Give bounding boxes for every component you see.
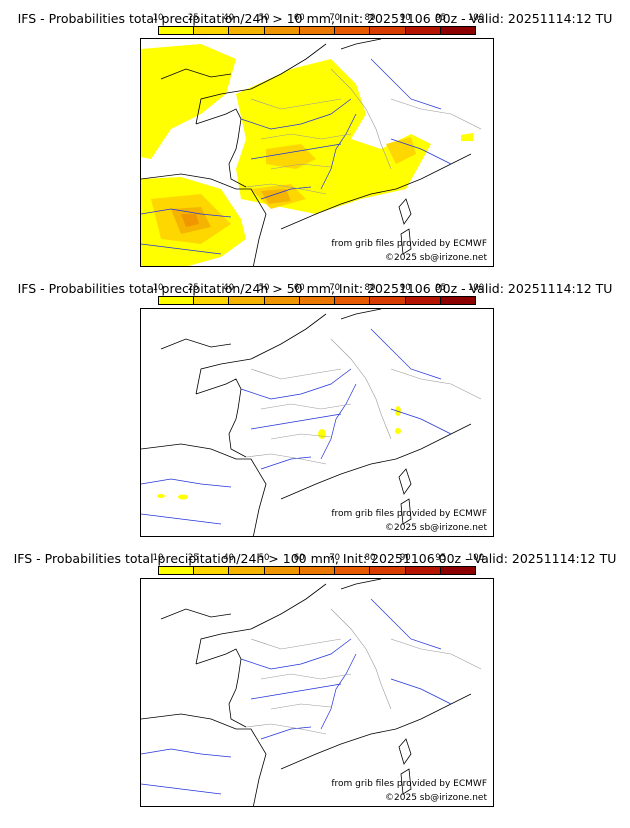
credit-source: from grib files provided by ECMWF	[331, 509, 487, 519]
colorbar-tick: 95	[435, 283, 447, 293]
colorbar-segment	[405, 297, 441, 304]
coastlines	[141, 579, 472, 806]
colorbar	[158, 566, 476, 575]
colorbar-tick: 10	[152, 13, 164, 23]
colorbar-segment	[370, 297, 406, 304]
colorbar-tick: 100	[467, 283, 485, 293]
colorbar-ticks: 10 25 40 50 60 70 80 90 95 100	[153, 283, 485, 295]
rivers	[141, 58, 452, 255]
colorbar-tick: 90	[399, 283, 411, 293]
colorbar-segment	[440, 27, 475, 34]
panel-title: IFS - Probabilities total precipitation/…	[13, 551, 617, 566]
colorbar	[158, 26, 476, 35]
coastlines	[141, 309, 472, 536]
colorbar-tick: 100	[467, 13, 485, 23]
colorbar-tick: 90	[399, 13, 411, 23]
colorbar-tick: 70	[329, 553, 341, 563]
colorbar-ticks: 10 25 40 50 60 70 80 90 95 100	[153, 13, 485, 25]
panel-title: IFS - Probabilities total precipitation/…	[17, 11, 613, 26]
map-frame: from grib files provided by ECMWF ©2025 …	[140, 308, 494, 537]
colorbar-segment	[194, 297, 230, 304]
colorbar-segment	[335, 567, 371, 574]
colorbar-ticks: 10 25 40 50 60 70 80 90 95 100	[153, 553, 485, 565]
credit-author: ©2025 sb@irizone.net	[385, 793, 487, 803]
credit-author: ©2025 sb@irizone.net	[385, 253, 487, 263]
colorbar-segment	[370, 27, 406, 34]
colorbar-tick: 50	[258, 283, 270, 293]
colorbar-segment	[194, 567, 230, 574]
credit-source: from grib files provided by ECMWF	[331, 779, 487, 789]
colorbar-segment	[159, 27, 195, 34]
map-frame: from grib files provided by ECMWF ©2025 …	[140, 578, 494, 807]
colorbar-segment	[335, 27, 371, 34]
colorbar-segment	[440, 297, 475, 304]
map-frame: from grib files provided by ECMWF ©2025 …	[140, 38, 494, 267]
colorbar-tick: 25	[187, 13, 199, 23]
colorbar	[158, 296, 476, 305]
rivers	[141, 598, 452, 795]
colorbar-segment	[229, 27, 265, 34]
colorbar-tick: 80	[364, 283, 376, 293]
colorbar-segment	[264, 567, 300, 574]
credit-author: ©2025 sb@irizone.net	[385, 523, 487, 533]
colorbar-tick: 40	[223, 283, 235, 293]
colorbar-tick: 70	[329, 13, 341, 23]
colorbar-tick: 50	[258, 553, 270, 563]
colorbar-tick: 95	[435, 553, 447, 563]
colorbar-segment	[159, 567, 195, 574]
borders	[245, 608, 482, 735]
precip-shading	[157, 406, 401, 500]
rivers	[141, 328, 452, 525]
colorbar-tick: 50	[258, 13, 270, 23]
map-canvas	[141, 309, 482, 536]
colorbar-tick: 90	[399, 553, 411, 563]
colorbar-segment	[405, 567, 441, 574]
colorbar-segment	[264, 297, 300, 304]
borders	[245, 68, 482, 195]
colorbar-tick: 80	[364, 553, 376, 563]
colorbar-tick: 100	[467, 553, 485, 563]
map-canvas	[141, 39, 482, 266]
panel-title: IFS - Probabilities total precipitation/…	[17, 281, 613, 296]
map-canvas	[141, 579, 482, 806]
panel-50mm: IFS - Probabilities total precipitation/…	[0, 270, 630, 550]
colorbar-segment	[264, 27, 300, 34]
coastlines	[141, 39, 472, 266]
colorbar-segment	[299, 27, 336, 34]
colorbar-segment	[229, 297, 265, 304]
colorbar-tick: 40	[223, 13, 235, 23]
colorbar-tick: 10	[152, 553, 164, 563]
colorbar-tick: 60	[293, 283, 305, 293]
colorbar-segment	[194, 27, 230, 34]
colorbar-segment	[229, 567, 265, 574]
credit-source: from grib files provided by ECMWF	[331, 239, 487, 249]
colorbar-segment	[299, 567, 336, 574]
colorbar-tick: 60	[293, 553, 305, 563]
colorbar-tick: 10	[152, 283, 164, 293]
colorbar-tick: 80	[364, 13, 376, 23]
colorbar-segment	[159, 297, 195, 304]
colorbar-segment	[405, 27, 441, 34]
colorbar-tick: 25	[187, 553, 199, 563]
colorbar-segment	[299, 297, 336, 304]
precip-shading	[141, 44, 473, 266]
colorbar-tick: 95	[435, 13, 447, 23]
colorbar-tick: 25	[187, 283, 199, 293]
colorbar-tick: 40	[223, 553, 235, 563]
colorbar-segment	[335, 297, 371, 304]
colorbar-tick: 70	[329, 283, 341, 293]
panel-100mm: IFS - Probabilities total precipitation/…	[0, 540, 630, 828]
panel-10mm: IFS - Probabilities total precipitation/…	[0, 0, 630, 280]
colorbar-tick: 60	[293, 13, 305, 23]
colorbar-segment	[440, 567, 475, 574]
colorbar-segment	[370, 567, 406, 574]
borders	[245, 338, 482, 465]
